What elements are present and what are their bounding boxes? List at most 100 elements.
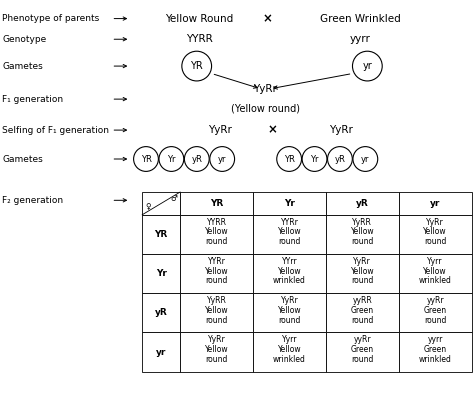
Ellipse shape xyxy=(182,51,211,81)
Text: yR: yR xyxy=(155,309,167,317)
Text: yR: yR xyxy=(191,154,202,164)
Ellipse shape xyxy=(353,147,378,171)
Text: Yellow: Yellow xyxy=(278,345,301,354)
Text: Genotype: Genotype xyxy=(2,35,46,44)
Text: round: round xyxy=(424,237,447,246)
Text: Yellow: Yellow xyxy=(205,267,228,275)
Bar xyxy=(253,215,326,254)
Text: Green: Green xyxy=(424,345,447,354)
Text: ×: × xyxy=(268,123,277,137)
Text: Yr: Yr xyxy=(156,269,166,278)
Text: round: round xyxy=(278,237,301,246)
Text: Yellow: Yellow xyxy=(205,228,228,236)
Text: round: round xyxy=(351,276,374,285)
Text: yr: yr xyxy=(361,154,370,164)
Text: YR: YR xyxy=(155,230,168,239)
Text: ♂: ♂ xyxy=(171,194,178,203)
Bar xyxy=(326,254,399,293)
Text: Yyrr: Yyrr xyxy=(428,257,443,266)
Text: YYRr: YYRr xyxy=(281,218,298,227)
Bar xyxy=(326,332,399,372)
Text: Green: Green xyxy=(351,306,374,315)
Bar xyxy=(399,215,472,254)
Text: YyRR: YyRR xyxy=(207,296,227,305)
Bar xyxy=(399,254,472,293)
Text: YyRr: YyRr xyxy=(281,296,298,305)
Bar xyxy=(142,192,180,215)
Text: Yellow Round: Yellow Round xyxy=(165,14,233,24)
Text: Green: Green xyxy=(424,306,447,315)
Text: YR: YR xyxy=(284,154,294,164)
Text: YyRr: YyRr xyxy=(329,125,353,135)
Text: YyRr: YyRr xyxy=(426,218,444,227)
Ellipse shape xyxy=(210,147,235,171)
Bar xyxy=(326,293,399,332)
Text: round: round xyxy=(205,355,228,364)
Text: (Yellow round): (Yellow round) xyxy=(231,103,300,113)
Bar xyxy=(326,215,399,254)
Text: Yellow: Yellow xyxy=(205,306,228,315)
Text: YYRR: YYRR xyxy=(186,34,212,44)
Text: YR: YR xyxy=(141,154,151,164)
Text: wrinkled: wrinkled xyxy=(419,355,452,364)
Text: ♀: ♀ xyxy=(146,202,151,211)
Text: YyRr: YyRr xyxy=(354,257,371,266)
Bar xyxy=(253,192,326,215)
Text: yr: yr xyxy=(363,61,372,71)
Bar xyxy=(180,192,253,215)
Text: YR: YR xyxy=(210,199,223,208)
Text: Phenotype of parents: Phenotype of parents xyxy=(2,14,100,23)
Bar xyxy=(253,293,326,332)
Text: round: round xyxy=(351,355,374,364)
Text: Yr: Yr xyxy=(167,154,176,164)
Bar xyxy=(142,332,180,372)
Text: ×: × xyxy=(263,12,273,25)
Ellipse shape xyxy=(353,51,382,81)
Text: wrinkled: wrinkled xyxy=(273,355,306,364)
Bar xyxy=(253,254,326,293)
Text: YYrr: YYrr xyxy=(282,257,297,266)
Ellipse shape xyxy=(184,147,209,171)
Ellipse shape xyxy=(159,147,184,171)
Text: Yr: Yr xyxy=(284,199,295,208)
Text: round: round xyxy=(278,316,301,325)
Text: YR: YR xyxy=(191,61,203,71)
Ellipse shape xyxy=(134,147,158,171)
Text: round: round xyxy=(351,316,374,325)
Bar xyxy=(180,332,253,372)
Text: Yellow: Yellow xyxy=(423,267,447,275)
Text: YyRr: YyRr xyxy=(209,125,232,135)
Text: yyRr: yyRr xyxy=(354,335,371,344)
Text: round: round xyxy=(205,276,228,285)
Text: Yr: Yr xyxy=(310,154,319,164)
Text: Yellow: Yellow xyxy=(278,306,301,315)
Text: Yellow: Yellow xyxy=(278,228,301,236)
Bar xyxy=(253,332,326,372)
Text: Yellow: Yellow xyxy=(350,267,374,275)
Bar xyxy=(142,254,180,293)
Text: F₁ generation: F₁ generation xyxy=(2,95,64,104)
Ellipse shape xyxy=(277,147,301,171)
Bar xyxy=(180,293,253,332)
Text: Yellow: Yellow xyxy=(350,228,374,236)
Text: yyrr: yyrr xyxy=(428,335,443,344)
Text: yr: yr xyxy=(430,199,440,208)
Text: Gametes: Gametes xyxy=(2,62,43,71)
Bar xyxy=(326,192,399,215)
Text: Yellow: Yellow xyxy=(278,267,301,275)
Text: yr: yr xyxy=(218,154,227,164)
Text: YyRr: YyRr xyxy=(254,84,277,94)
Text: YYRr: YYRr xyxy=(208,257,226,266)
Text: yyRr: yyRr xyxy=(427,296,444,305)
Text: yR: yR xyxy=(335,154,346,164)
Bar xyxy=(399,293,472,332)
Text: Green Wrinkled: Green Wrinkled xyxy=(320,14,401,24)
Text: Yyrr: Yyrr xyxy=(282,335,297,344)
Text: round: round xyxy=(205,316,228,325)
Text: Selfing of F₁ generation: Selfing of F₁ generation xyxy=(2,126,109,135)
Bar xyxy=(180,215,253,254)
Bar xyxy=(180,254,253,293)
Text: round: round xyxy=(424,316,447,325)
Text: Green: Green xyxy=(351,345,374,354)
Text: Gametes: Gametes xyxy=(2,154,43,164)
